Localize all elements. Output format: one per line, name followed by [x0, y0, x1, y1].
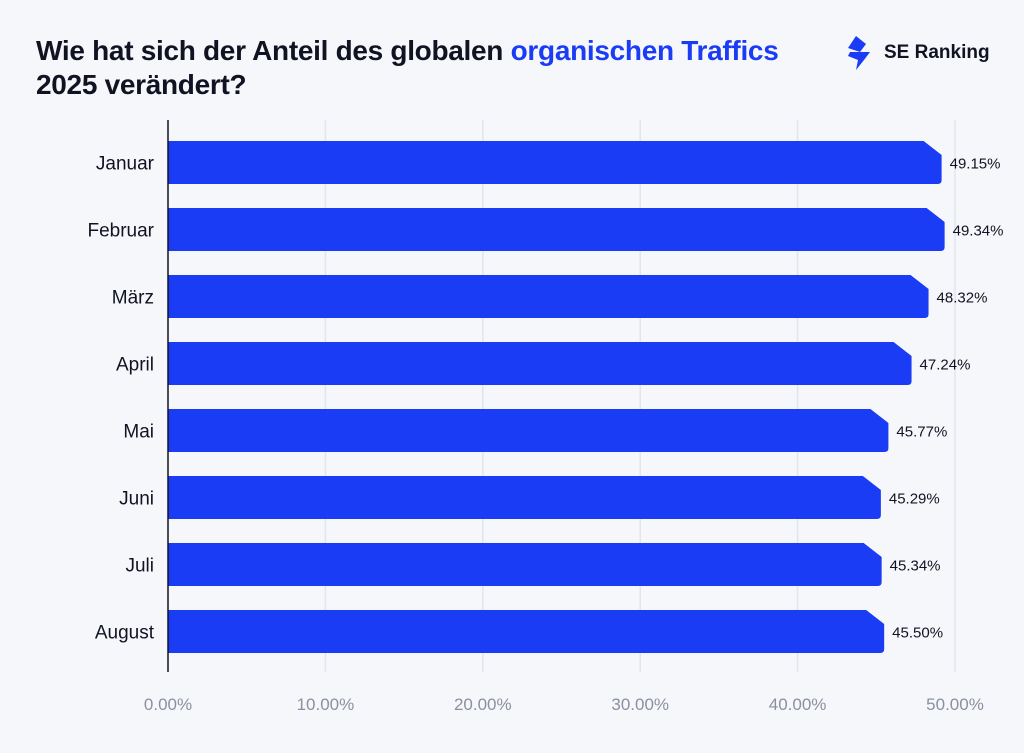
- category-label: Juli: [125, 556, 154, 577]
- bar: [168, 208, 945, 251]
- category-label: Januar: [96, 154, 155, 175]
- x-tick-label: 40.00%: [769, 695, 827, 714]
- bar: [168, 543, 882, 586]
- category-label: April: [116, 355, 154, 376]
- data-label: 45.29%: [889, 491, 940, 508]
- category-label: Februar: [87, 221, 154, 242]
- chart-title: Wie hat sich der Anteil des globalen org…: [36, 34, 796, 102]
- data-label: 49.15%: [950, 156, 1001, 173]
- bar: [168, 275, 929, 318]
- data-label: 45.77%: [896, 424, 947, 441]
- category-label: August: [95, 623, 155, 644]
- x-tick-label: 50.00%: [926, 695, 984, 714]
- se-ranking-logo: SE Ranking: [846, 36, 990, 70]
- title-text: Wie hat sich der Anteil des globalen: [36, 35, 511, 66]
- category-label: Juni: [119, 489, 154, 510]
- title-text-end: 2025 verändert?: [36, 69, 247, 100]
- bar: [168, 409, 889, 452]
- data-label: 45.34%: [890, 558, 941, 575]
- x-tick-label: 10.00%: [297, 695, 355, 714]
- lightning-bolt-icon: [848, 36, 870, 70]
- x-tick-label: 0.00%: [144, 695, 192, 714]
- logo-text: SE Ranking: [884, 42, 990, 63]
- data-label: 48.32%: [937, 290, 988, 307]
- x-tick-label: 20.00%: [454, 695, 512, 714]
- data-label: 49.34%: [953, 223, 1004, 240]
- bar: [168, 141, 942, 184]
- x-tick-label: 30.00%: [611, 695, 669, 714]
- category-label: Mai: [123, 422, 154, 443]
- bar: [168, 610, 885, 653]
- title-highlight: organischen Traffics: [510, 35, 779, 66]
- data-label: 45.50%: [892, 625, 943, 642]
- bar: [168, 476, 881, 519]
- category-label: März: [112, 288, 154, 309]
- data-label: 47.24%: [920, 357, 971, 374]
- bar: [168, 342, 912, 385]
